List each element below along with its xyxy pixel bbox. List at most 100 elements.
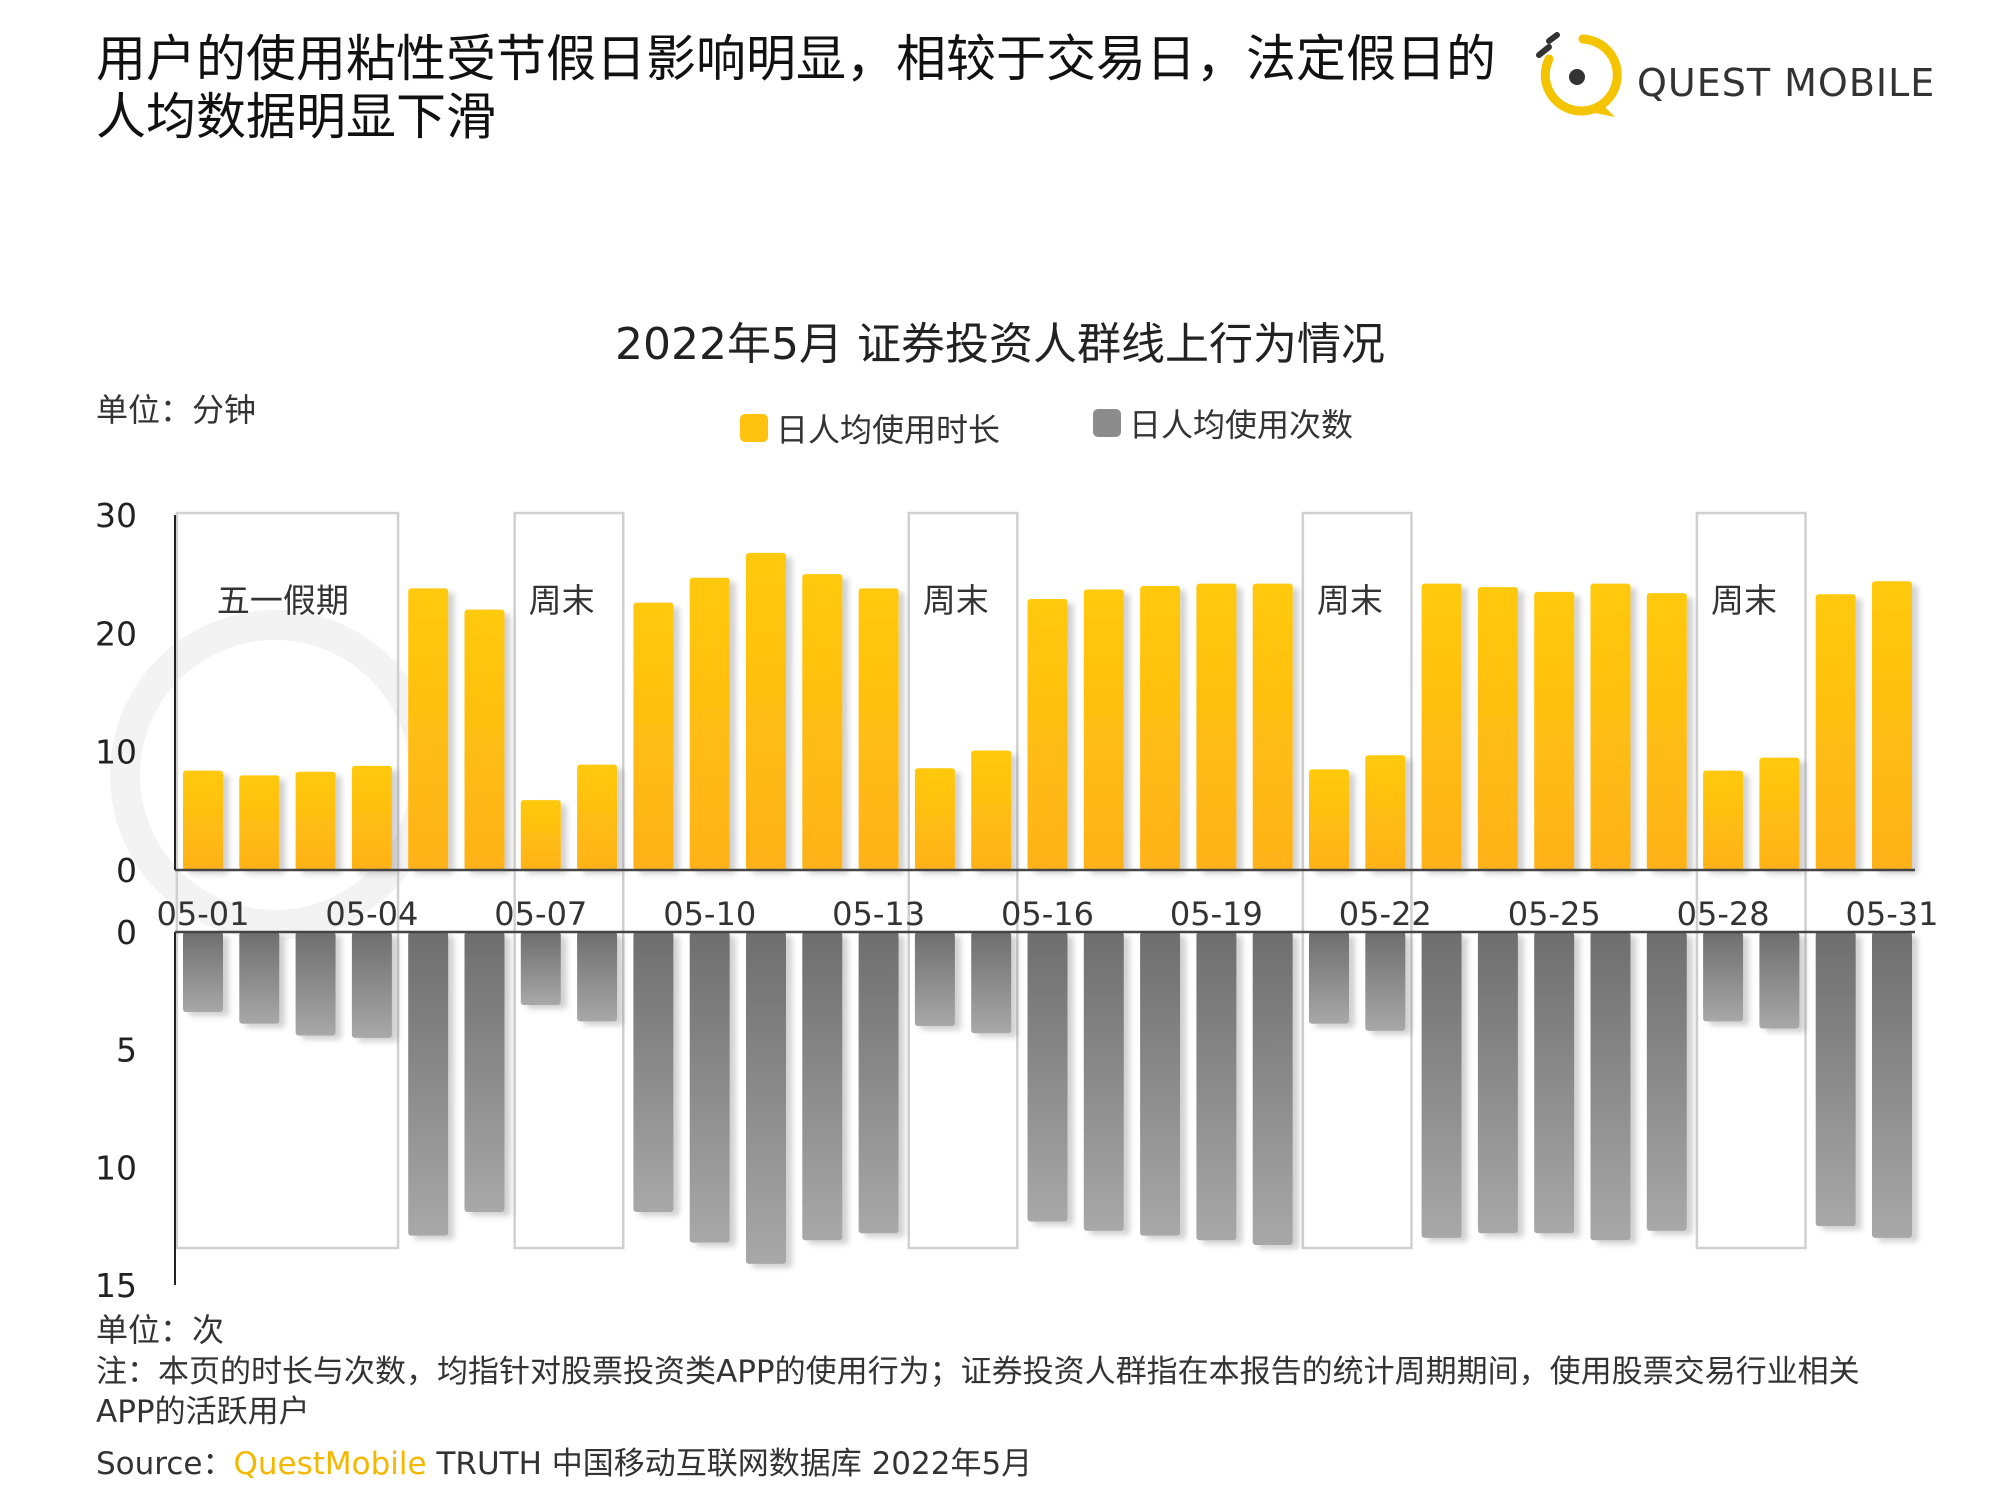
x-tick-label: 05-25 [1508,895,1601,933]
footnote: 注：本页的时长与次数，均指针对股票投资类APP的使用行为；证券投资人群指在本报告… [96,1354,1860,1430]
bar-duration [1703,770,1744,870]
bar-duration [351,765,392,870]
bar-count [1872,932,1912,1238]
x-tick-label: 05-22 [1339,895,1432,933]
bottom-y-tick-label: 0 [116,913,137,952]
highlight-box [907,511,1019,1250]
bar-count [1083,932,1124,1231]
chart-legend: 日人均使用时长 日人均使用次数 [0,405,2000,455]
chart-title: 2022年5月 证券投资人群线上行为情况 [615,319,1385,370]
bar-duration [408,588,449,870]
bar-duration [1759,757,1800,870]
bar-count [1534,932,1575,1234]
bar-duration [1815,594,1856,870]
x-tick-label: 05-16 [1001,895,1094,933]
x-tick-label: 05-19 [1170,895,1263,933]
bar-duration [1252,583,1293,870]
bar-count [183,932,223,1013]
bar-count [1703,932,1744,1022]
legend-item-count: 日人均使用次数 [1093,400,1353,446]
bar-duration [577,764,618,870]
top-y-tick-label: 10 [95,733,137,772]
highlight-label: 五一假期 [217,581,349,620]
bar-count [1196,932,1237,1241]
bar-duration [858,588,899,870]
highlight-box [1695,511,1807,1250]
legend-label-count: 日人均使用次数 [1129,406,1354,444]
bar-duration [1590,583,1631,870]
bottom-unit-label: 单位：次 [96,1311,225,1349]
bar-count [1759,932,1800,1029]
x-tick-label: 05-07 [494,895,587,933]
bar-duration [520,800,561,870]
bottom-y-tick-label: 5 [116,1031,137,1070]
top-y-tick-label: 20 [95,614,137,653]
highlight-label: 周末 [1317,581,1383,620]
x-tick-label: 05-04 [325,895,418,933]
bar-count [802,932,843,1241]
bar-duration [1309,769,1349,870]
page-title: 用户的使用粘性受节假日影响明显，相较于交易日，法定假日的人均数据明显下滑 [96,30,1496,146]
x-tick-label: 05-28 [1677,895,1770,933]
bar-duration [1421,583,1462,870]
source-line: Source：QuestMobile TRUTH 中国移动互联网数据库 2022… [96,1438,1032,1483]
source-brand: QuestMobile [233,1446,427,1482]
bar-count [464,932,505,1213]
bar-duration [971,750,1012,870]
bar-duration [183,770,223,870]
highlight-label: 周末 [529,581,595,620]
bottom-y-tick-label: 15 [95,1266,137,1305]
bar-count [1590,932,1631,1241]
x-tick-label: 05-13 [832,895,925,933]
bar-duration [1083,589,1124,870]
bar-count [577,932,618,1022]
bar-duration [1365,755,1406,870]
bar-duration [746,552,786,870]
bar-duration [802,574,843,870]
bar-count [1027,932,1068,1222]
highlight-label: 周末 [923,581,989,620]
bar-count [633,932,674,1213]
legend-swatch-count [1093,409,1121,437]
bar-count [520,932,561,1005]
bar-count [971,932,1012,1034]
bar-duration [1477,587,1518,870]
bar-count [914,932,955,1027]
highlight-box [1301,511,1413,1250]
highlight-label: 周末 [1711,581,1777,620]
source-rest: TRUTH 中国移动互联网数据库 2022年5月 [426,1446,1033,1482]
quest-mobile-logo: QUEST MOBILE [1525,25,1965,125]
bar-duration [1027,599,1068,870]
bar-count [239,932,280,1024]
bar-count [1646,932,1687,1231]
bar-duration [1140,586,1181,870]
x-tick-label: 05-01 [157,895,250,933]
bar-duration [239,775,280,870]
logo-text: QUEST MOBILE [1637,61,1936,105]
bar-count [1140,932,1181,1236]
bar-duration [295,771,336,870]
bar-count [408,932,449,1236]
bar-count [1365,932,1406,1031]
bar-count [295,932,336,1036]
x-tick-label: 05-10 [663,895,756,933]
top-y-tick-label: 30 [95,496,137,535]
bar-duration [633,602,674,870]
highlight-box [175,511,400,1250]
bar-duration [689,577,730,870]
bar-duration [1534,591,1575,870]
top-unit-label: 单位：分钟 [96,391,257,429]
bar-count [689,932,730,1243]
bar-count [1421,932,1462,1238]
bar-count [1252,932,1293,1245]
legend-swatch-duration [740,414,768,442]
top-y-tick-label: 0 [116,851,137,890]
bar-duration [1196,583,1237,870]
x-tick-label: 05-31 [1846,895,1939,933]
bottom-y-tick-label: 10 [95,1148,137,1187]
bar-duration [914,768,955,870]
legend-label-duration: 日人均使用时长 [776,411,1001,449]
bar-duration [1646,593,1687,870]
bar-chart: 五一假期 周末 周末 周末 周末 0 10 20 30 0 5 10 15 05-01 05-04 05-07… [95,496,1939,1305]
bar-count [1309,932,1349,1024]
